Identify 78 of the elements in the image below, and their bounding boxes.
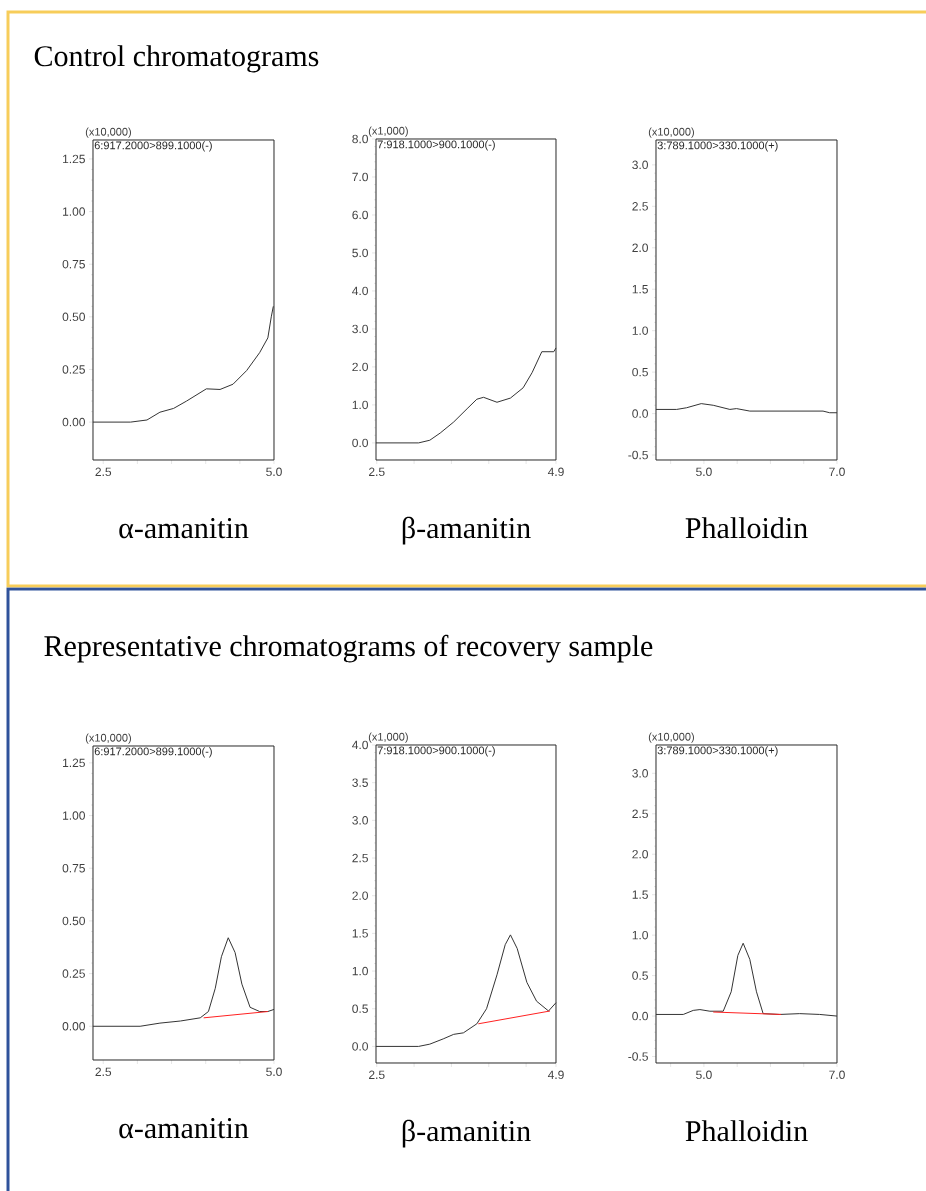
x-tick-label: 7.0 [829, 467, 845, 477]
x-tick-label: 5.0 [266, 467, 282, 477]
y-tick-label: 0.25 [62, 969, 85, 978]
y-tick-label: 2.5 [632, 809, 648, 819]
annotation: 6:917.2000>899.1000(-) [94, 141, 212, 152]
text: (x10,000) [648, 732, 694, 743]
y-tick-label: 7.0 [352, 172, 368, 182]
y-tick-label: 3.0 [352, 324, 368, 334]
y-tick-label: 0.00 [62, 1022, 85, 1031]
annotation: 3:789.1000>330.1000(+) [657, 141, 778, 152]
y-tick-label: 3.0 [632, 769, 648, 778]
y-tick-label: 1.0 [632, 326, 648, 335]
text: (x10,000) [648, 127, 694, 138]
y-tick-label: 3.5 [352, 778, 368, 787]
x-tick-label: 5.0 [696, 467, 712, 477]
y-tick-label: 0.50 [62, 312, 85, 322]
annotation: 7:918.1000>900.1000(-) [377, 140, 495, 151]
y-tick-label: 0.25 [62, 365, 85, 374]
y-tick-label: 3.0 [352, 816, 368, 825]
x-axis-title: α-amanitin [119, 518, 249, 539]
y-tick-label: 0.00 [62, 417, 85, 427]
y-tick-label: 1.00 [63, 811, 85, 820]
y-tick-label: 1.0 [352, 966, 368, 976]
annotation: 3:789.1000>330.1000(+) [657, 746, 778, 757]
x-tick-label: 2.5 [95, 1067, 112, 1077]
y-tick-label: 5.0 [352, 248, 368, 258]
text: (x1,000) [368, 732, 408, 743]
y-tick-label: 0.50 [62, 916, 85, 926]
annotation: 7:918.1000>900.1000(-) [377, 746, 495, 757]
x-tick-label: 7.0 [829, 1070, 845, 1080]
y-tick-label: 2.0 [632, 243, 648, 253]
text: (x1,000) [368, 126, 408, 137]
y-tick-label: 4.0 [352, 286, 368, 296]
y-tick-label: 0.75 [62, 863, 85, 873]
text: Representative chromatograms of recovery sample [44, 634, 653, 663]
y-tick-label: 3.0 [632, 160, 648, 170]
y-tick-label: 0.75 [62, 259, 85, 269]
y-tick-label: -0.5 [628, 1052, 648, 1061]
x-tick-label: 4.9 [547, 467, 564, 477]
y-tick-label: 1.25 [63, 758, 85, 768]
text: (x10,000) [85, 127, 131, 138]
y-tick-label: 2.5 [352, 853, 368, 863]
y-tick-label: 1.5 [632, 890, 648, 899]
chart-title: Control chromatograms [34, 45, 319, 73]
y-tick-label: 0.0 [352, 1042, 368, 1051]
annotation: 6:917.2000>899.1000(-) [94, 747, 212, 758]
y-tick-label: -0.5 [628, 450, 648, 460]
y-tick-label: 0.0 [632, 1011, 648, 1021]
y-tick-label: 4.0 [352, 740, 368, 750]
y-tick-label: 0.5 [632, 367, 648, 377]
y-tick-label: 1.5 [352, 929, 368, 938]
y-tick-label: 2.0 [352, 891, 368, 900]
y-tick-label: 1.25 [63, 154, 85, 164]
x-axis-title: β-amanitin [402, 1119, 531, 1148]
y-tick-label: 6.0 [352, 210, 368, 220]
y-tick-label: 0.5 [352, 1004, 368, 1013]
y-tick-label: 0.0 [632, 409, 648, 418]
y-tick-label: 1.00 [63, 207, 85, 216]
x-tick-label: 5.0 [696, 1070, 712, 1080]
x-axis-title: α-amanitin [119, 1118, 249, 1139]
y-tick-label: 1.0 [352, 400, 368, 410]
y-tick-label: 0.0 [352, 438, 368, 448]
y-tick-label: 8.0 [352, 134, 368, 144]
x-axis-title: Phalloidin [685, 517, 808, 539]
y-tick-label: 2.0 [352, 362, 368, 372]
y-tick-label: 2.0 [632, 849, 648, 859]
y-tick-label: 2.5 [632, 202, 648, 211]
y-tick-label: 1.0 [632, 930, 648, 940]
y-tick-label: 0.5 [632, 971, 648, 980]
text: (x10,000) [85, 733, 131, 744]
x-tick-label: 2.5 [369, 467, 385, 477]
y-tick-label: 1.5 [632, 285, 648, 294]
x-axis-title: β-amanitin [402, 516, 531, 545]
x-tick-label: 2.5 [95, 467, 112, 477]
x-axis-title: Phalloidin [685, 1120, 808, 1142]
x-tick-label: 4.9 [547, 1070, 564, 1080]
x-tick-label: 5.0 [266, 1067, 282, 1077]
x-tick-label: 2.5 [369, 1070, 385, 1080]
